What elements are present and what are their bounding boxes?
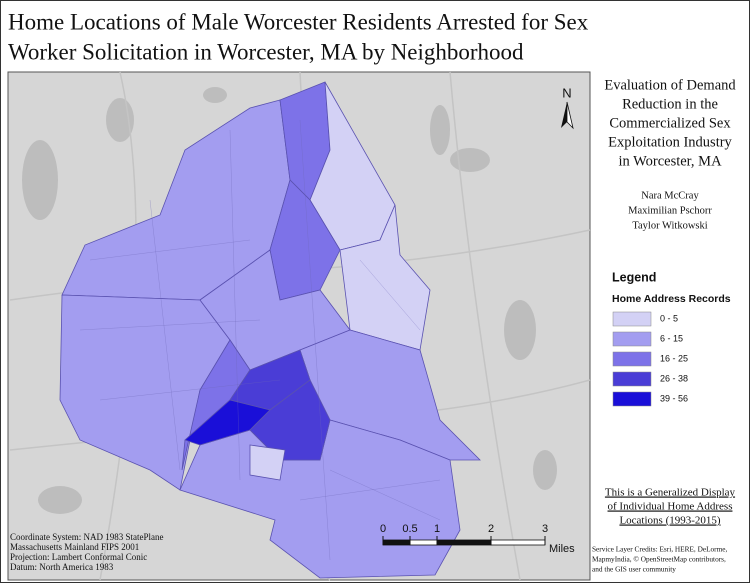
legend-items: 0 - 5 6 - 15 16 - 25 26 - 38 39 - 56: [612, 311, 688, 407]
legend-label: 16 - 25: [660, 353, 688, 363]
scale-segment: [409, 539, 438, 546]
water-bodies: [22, 87, 557, 514]
credit-line: Service Layer Credits: Esri, HERE, DeLor…: [592, 545, 728, 554]
note-line: Locations (1993-2015): [619, 515, 720, 527]
projection-line: Massachusetts Mainland FIPS 2001: [10, 542, 139, 552]
street-network: [79, 119, 441, 561]
legend-swatch: [612, 391, 652, 407]
credits: Service Layer Credits: Esri, HERE, DeLor…: [592, 545, 728, 574]
subtitle-line: Commercialized Sex: [609, 115, 731, 131]
scale-segment: [436, 539, 492, 546]
legend-title: Legend: [612, 270, 656, 284]
title: Home Locations of Male Worcester Residen…: [8, 9, 589, 64]
legend-subtitle: Home Address Records: [612, 293, 731, 305]
scale-tick-label: 2: [488, 523, 494, 535]
scale-segment: [490, 539, 546, 546]
author: Maximilian Pschorr: [628, 205, 712, 216]
scale-tick-label: 1: [434, 523, 440, 535]
subtitle-line: in Worcester, MA: [618, 153, 722, 169]
legend: Legend Home Address Records 0 - 5 6 - 15 1…: [612, 270, 731, 407]
credit-line: and the GIS user community: [592, 565, 676, 574]
subtitle: Evaluation of Demand Reduction in the Comm…: [604, 77, 736, 169]
title-line: Worker Solicitation in Worcester, MA by …: [8, 39, 524, 64]
author: Nara McCray: [641, 190, 699, 201]
neighborhood: [249, 444, 286, 481]
scale-segment: [382, 539, 411, 546]
legend-swatch: [612, 311, 652, 327]
legend-swatch: [612, 371, 652, 387]
projection-line: Coordinate System: NAD 1983 StatePlane: [10, 532, 163, 542]
legend-label: 39 - 56: [660, 393, 688, 403]
legend-swatch: [612, 351, 652, 367]
scale-tick-label: 0.5: [402, 523, 417, 535]
subtitle-line: Evaluation of Demand: [604, 77, 736, 93]
scale-unit: Miles: [549, 543, 575, 555]
legend-label: 0 - 5: [660, 313, 678, 323]
projection-info: Coordinate System: NAD 1983 StatePlaneMa…: [10, 532, 163, 572]
neighborhoods: [59, 81, 481, 579]
scale-tick-label: 3: [542, 523, 548, 535]
legend-label: 26 - 38: [660, 373, 688, 383]
note: This is a Generalized Display of Individu…: [605, 487, 736, 527]
legend-label: 6 - 15: [660, 333, 683, 343]
title-line: Home Locations of Male Worcester Residen…: [8, 9, 589, 34]
note-line: This is a Generalized Display: [605, 487, 736, 499]
north-label: N: [562, 85, 571, 100]
note-line: of Individual Home Address: [608, 501, 733, 513]
neighborhood: [249, 379, 331, 461]
subtitle-line: Reduction in the: [622, 96, 718, 112]
subtitle-line: Exploitation Industry: [608, 134, 732, 150]
north-arrow: N: [561, 85, 574, 130]
scale-tick-label: 0: [380, 523, 386, 535]
projection-line: Datum: North America 1983: [10, 562, 114, 572]
credit-line: MapmyIndia, © OpenStreetMap contributors…: [592, 555, 726, 564]
legend-swatch: [612, 331, 652, 347]
projection-line: Projection: Lambert Conformal Conic: [10, 552, 147, 562]
authors: Nara McCray Maximilian Pschorr Taylor Witk…: [628, 190, 712, 231]
author: Taylor Witkowski: [632, 220, 707, 231]
